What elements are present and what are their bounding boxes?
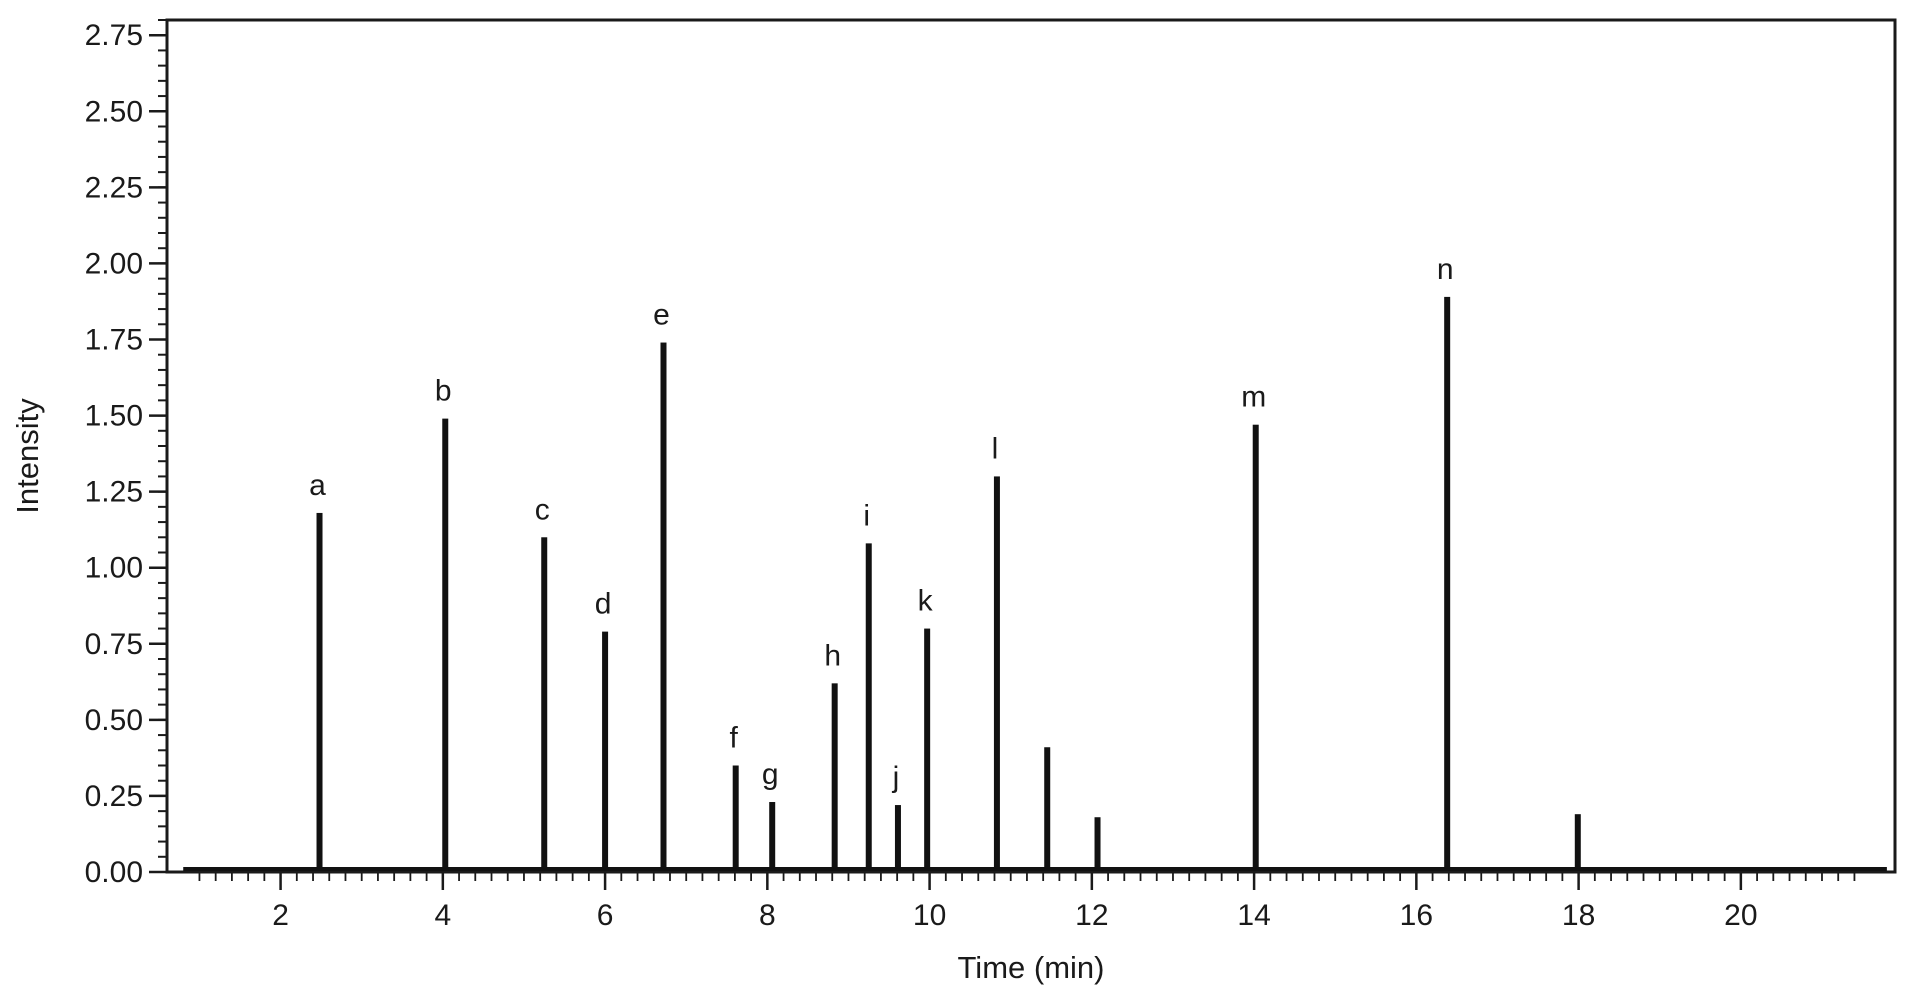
peak-m	[1252, 424, 1259, 869]
peak-a	[316, 512, 323, 869]
y-tick-label: 1.75	[85, 324, 143, 357]
y-tick-label: 0.00	[85, 856, 143, 889]
peak-l	[993, 476, 1000, 869]
x-tick-label: 16	[1400, 899, 1433, 932]
peak-label-b: b	[435, 375, 452, 408]
peak-label-m: m	[1241, 381, 1266, 414]
x-axis: 2 4 6 8 10 12 14 16 18 20	[198, 872, 1856, 932]
peak-i	[865, 543, 872, 869]
peak-label-i: i	[863, 499, 870, 532]
x-tick-label: 10	[913, 899, 946, 932]
plot-frame	[165, 18, 1897, 874]
peak-label-g: g	[762, 758, 779, 791]
peak-e	[660, 342, 667, 869]
peak-label-n: n	[1437, 253, 1454, 286]
peak-h	[831, 683, 838, 869]
peak-label-j: j	[892, 761, 900, 794]
x-tick-label: 8	[759, 899, 776, 932]
y-tick-label: 2.25	[85, 171, 143, 204]
minor-peak	[1094, 817, 1101, 869]
y-tick-label: 0.75	[85, 628, 143, 661]
x-tick-label: 18	[1562, 899, 1595, 932]
y-tick-label: 1.50	[85, 400, 143, 433]
peak-label-l: l	[992, 432, 999, 465]
y-tick-label: 1.00	[85, 552, 143, 585]
peak-c	[541, 537, 548, 869]
peak-label-a: a	[309, 469, 326, 502]
y-tick-label: 0.50	[85, 704, 143, 737]
x-tick-label: 4	[434, 899, 451, 932]
peak-label-h: h	[824, 639, 841, 672]
y-tick-label: 2.00	[85, 247, 143, 280]
peak-f	[732, 765, 739, 869]
x-tick-label: 12	[1075, 899, 1108, 932]
peak-n	[1444, 296, 1451, 869]
peak-label-e: e	[653, 299, 670, 332]
y-axis: 0.00 0.25 0.50 0.75 1.00 1.25 1.50 1.75 2.00 2.25…	[85, 19, 167, 889]
peak-label-d: d	[595, 588, 612, 621]
y-tick-label: 2.50	[85, 95, 143, 128]
x-axis-title: Time (min)	[958, 950, 1105, 985]
x-tick-label: 20	[1724, 899, 1757, 932]
minor-peak	[1574, 814, 1581, 869]
x-tick-label: 2	[272, 899, 289, 932]
y-tick-label: 0.25	[85, 780, 143, 813]
x-tick-label: 6	[597, 899, 614, 932]
peak-label-f: f	[730, 722, 739, 755]
peak-labels: a b c d e fg h i j k l m n	[309, 253, 1453, 794]
y-tick-label: 1.25	[85, 476, 143, 509]
peak-label-c: c	[535, 493, 550, 526]
y-axis-title: Intensity	[10, 398, 45, 514]
y-tick-label: 2.75	[85, 19, 143, 52]
peak-g	[769, 802, 776, 869]
minor-peak	[1044, 747, 1051, 869]
peak-d	[602, 631, 609, 869]
peak-j	[894, 805, 901, 869]
peak-b	[442, 418, 449, 869]
x-tick-label: 14	[1237, 899, 1270, 932]
peak-k	[924, 628, 931, 869]
chromatogram-signal	[183, 296, 1887, 871]
peak-label-k: k	[918, 585, 934, 618]
